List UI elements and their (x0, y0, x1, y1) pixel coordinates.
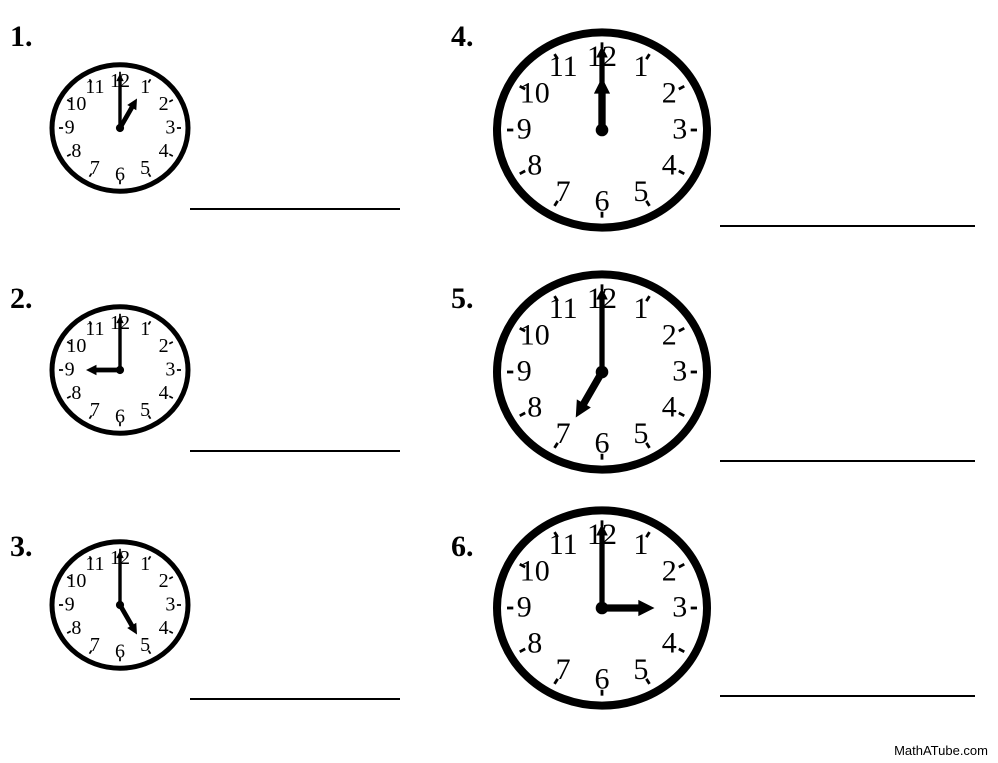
svg-text:10: 10 (66, 93, 86, 115)
clock-face: 121234567891011 (487, 257, 717, 492)
svg-text:9: 9 (517, 590, 532, 623)
svg-text:2: 2 (159, 93, 169, 115)
problem-number: 3. (10, 530, 33, 564)
svg-text:3: 3 (672, 354, 687, 387)
answer-blank[interactable] (190, 698, 400, 700)
answer-blank[interactable] (720, 460, 975, 462)
svg-text:11: 11 (549, 292, 578, 325)
svg-text:4: 4 (159, 617, 169, 639)
answer-blank[interactable] (190, 208, 400, 210)
svg-text:10: 10 (520, 554, 550, 587)
svg-text:7: 7 (90, 399, 100, 421)
svg-text:7: 7 (556, 417, 571, 450)
svg-text:2: 2 (159, 335, 169, 357)
clock-face: 121234567891011 (487, 493, 717, 728)
svg-text:5: 5 (140, 634, 150, 656)
problem-number: 4. (451, 20, 474, 54)
clock-face: 121234567891011 (45, 53, 195, 208)
svg-text:3: 3 (672, 112, 687, 145)
svg-text:11: 11 (85, 553, 104, 575)
clock-face: 121234567891011 (487, 15, 717, 250)
svg-text:5: 5 (140, 157, 150, 179)
svg-text:5: 5 (140, 399, 150, 421)
svg-text:5: 5 (633, 417, 648, 450)
svg-text:4: 4 (159, 140, 169, 162)
svg-text:8: 8 (527, 627, 542, 660)
svg-text:1: 1 (140, 76, 150, 98)
svg-text:3: 3 (672, 590, 687, 623)
svg-text:8: 8 (71, 382, 81, 404)
problem-number: 2. (10, 282, 33, 316)
svg-text:9: 9 (65, 359, 75, 381)
svg-text:1: 1 (140, 318, 150, 340)
svg-text:4: 4 (662, 149, 677, 182)
svg-text:1: 1 (633, 50, 648, 83)
svg-text:3: 3 (165, 359, 175, 381)
problem-number: 1. (10, 20, 33, 54)
svg-text:1: 1 (140, 553, 150, 575)
svg-text:2: 2 (662, 318, 677, 351)
clock-face: 121234567891011 (45, 295, 195, 450)
svg-text:7: 7 (556, 653, 571, 686)
svg-text:8: 8 (71, 140, 81, 162)
clock-face: 121234567891011 (45, 530, 195, 685)
svg-text:10: 10 (66, 570, 86, 592)
svg-text:1: 1 (633, 292, 648, 325)
answer-blank[interactable] (720, 225, 975, 227)
svg-text:6: 6 (115, 163, 125, 185)
svg-text:6: 6 (115, 405, 125, 427)
svg-text:7: 7 (90, 157, 100, 179)
svg-text:6: 6 (115, 640, 125, 662)
svg-text:10: 10 (520, 76, 550, 109)
svg-text:3: 3 (165, 594, 175, 616)
svg-text:5: 5 (633, 175, 648, 208)
svg-text:11: 11 (85, 76, 104, 98)
svg-text:10: 10 (520, 318, 550, 351)
answer-blank[interactable] (190, 450, 400, 452)
svg-text:9: 9 (517, 354, 532, 387)
svg-text:11: 11 (549, 528, 578, 561)
problem-number: 6. (451, 530, 474, 564)
svg-text:9: 9 (65, 117, 75, 139)
svg-text:5: 5 (633, 653, 648, 686)
svg-text:6: 6 (595, 663, 610, 696)
problem-number: 5. (451, 282, 474, 316)
svg-text:8: 8 (527, 391, 542, 424)
svg-text:3: 3 (165, 117, 175, 139)
svg-text:4: 4 (662, 627, 677, 660)
svg-text:11: 11 (549, 50, 578, 83)
svg-text:2: 2 (662, 76, 677, 109)
answer-blank[interactable] (720, 695, 975, 697)
svg-text:9: 9 (65, 594, 75, 616)
svg-text:1: 1 (633, 528, 648, 561)
svg-text:9: 9 (517, 112, 532, 145)
svg-text:8: 8 (527, 149, 542, 182)
attribution-text: MathATube.com (894, 743, 988, 758)
svg-text:8: 8 (71, 617, 81, 639)
svg-text:11: 11 (85, 318, 104, 340)
svg-text:4: 4 (159, 382, 169, 404)
svg-text:7: 7 (90, 634, 100, 656)
svg-text:2: 2 (662, 554, 677, 587)
svg-text:4: 4 (662, 391, 677, 424)
svg-text:7: 7 (556, 175, 571, 208)
svg-text:2: 2 (159, 570, 169, 592)
svg-text:6: 6 (595, 185, 610, 218)
svg-text:10: 10 (66, 335, 86, 357)
svg-text:6: 6 (595, 427, 610, 460)
